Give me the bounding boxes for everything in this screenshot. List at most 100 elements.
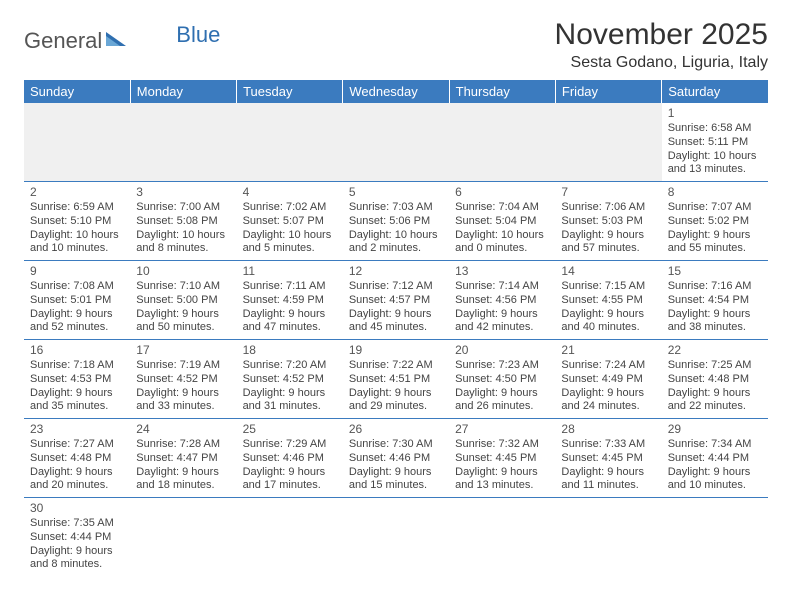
sunset-text: Sunset: 4:59 PM bbox=[243, 294, 337, 308]
calendar-cell: 28Sunrise: 7:33 AMSunset: 4:45 PMDayligh… bbox=[555, 419, 661, 498]
calendar-cell: 1Sunrise: 6:58 AMSunset: 5:11 PMDaylight… bbox=[662, 103, 768, 182]
calendar-cell: 2Sunrise: 6:59 AMSunset: 5:10 PMDaylight… bbox=[24, 182, 130, 261]
day-number: 27 bbox=[455, 422, 549, 437]
sunset-text: Sunset: 5:06 PM bbox=[349, 215, 443, 229]
day-number: 14 bbox=[561, 264, 655, 279]
daylight-text: Daylight: 9 hours and 17 minutes. bbox=[243, 466, 337, 494]
calendar-cell: 13Sunrise: 7:14 AMSunset: 4:56 PMDayligh… bbox=[449, 261, 555, 340]
sunrise-text: Sunrise: 7:28 AM bbox=[136, 438, 230, 452]
sunrise-text: Sunrise: 7:14 AM bbox=[455, 280, 549, 294]
sunset-text: Sunset: 4:54 PM bbox=[668, 294, 762, 308]
sunset-text: Sunset: 4:52 PM bbox=[243, 373, 337, 387]
daylight-text: Daylight: 9 hours and 31 minutes. bbox=[243, 387, 337, 415]
sunrise-text: Sunrise: 7:08 AM bbox=[30, 280, 124, 294]
calendar-cell bbox=[555, 498, 661, 577]
day-header: Sunday bbox=[24, 80, 130, 103]
calendar-cell: 27Sunrise: 7:32 AMSunset: 4:45 PMDayligh… bbox=[449, 419, 555, 498]
daylight-text: Daylight: 9 hours and 35 minutes. bbox=[30, 387, 124, 415]
day-number: 11 bbox=[243, 264, 337, 279]
calendar-cell: 6Sunrise: 7:04 AMSunset: 5:04 PMDaylight… bbox=[449, 182, 555, 261]
sunset-text: Sunset: 4:48 PM bbox=[30, 452, 124, 466]
sunset-text: Sunset: 5:04 PM bbox=[455, 215, 549, 229]
calendar-table: SundayMondayTuesdayWednesdayThursdayFrid… bbox=[24, 80, 768, 576]
calendar-cell: 20Sunrise: 7:23 AMSunset: 4:50 PMDayligh… bbox=[449, 340, 555, 419]
sunset-text: Sunset: 4:55 PM bbox=[561, 294, 655, 308]
day-number: 24 bbox=[136, 422, 230, 437]
daylight-text: Daylight: 10 hours and 10 minutes. bbox=[30, 229, 124, 257]
sunset-text: Sunset: 4:50 PM bbox=[455, 373, 549, 387]
daylight-text: Daylight: 10 hours and 0 minutes. bbox=[455, 229, 549, 257]
daylight-text: Daylight: 10 hours and 2 minutes. bbox=[349, 229, 443, 257]
calendar-head: SundayMondayTuesdayWednesdayThursdayFrid… bbox=[24, 80, 768, 103]
sunrise-text: Sunrise: 7:00 AM bbox=[136, 201, 230, 215]
sunset-text: Sunset: 4:51 PM bbox=[349, 373, 443, 387]
calendar-row: 2Sunrise: 6:59 AMSunset: 5:10 PMDaylight… bbox=[24, 182, 768, 261]
calendar-cell: 19Sunrise: 7:22 AMSunset: 4:51 PMDayligh… bbox=[343, 340, 449, 419]
calendar-cell: 7Sunrise: 7:06 AMSunset: 5:03 PMDaylight… bbox=[555, 182, 661, 261]
daylight-text: Daylight: 9 hours and 33 minutes. bbox=[136, 387, 230, 415]
day-header: Thursday bbox=[449, 80, 555, 103]
calendar-cell bbox=[449, 103, 555, 182]
sunset-text: Sunset: 4:46 PM bbox=[243, 452, 337, 466]
calendar-cell: 10Sunrise: 7:10 AMSunset: 5:00 PMDayligh… bbox=[130, 261, 236, 340]
day-number: 16 bbox=[30, 343, 124, 358]
calendar-row: 23Sunrise: 7:27 AMSunset: 4:48 PMDayligh… bbox=[24, 419, 768, 498]
header: General Blue November 2025 Sesta Godano,… bbox=[24, 18, 768, 72]
calendar-cell: 22Sunrise: 7:25 AMSunset: 4:48 PMDayligh… bbox=[662, 340, 768, 419]
day-number: 18 bbox=[243, 343, 337, 358]
day-number: 10 bbox=[136, 264, 230, 279]
sunset-text: Sunset: 5:01 PM bbox=[30, 294, 124, 308]
sunrise-text: Sunrise: 7:23 AM bbox=[455, 359, 549, 373]
daylight-text: Daylight: 9 hours and 11 minutes. bbox=[561, 466, 655, 494]
day-number: 30 bbox=[30, 501, 124, 516]
calendar-cell bbox=[24, 103, 130, 182]
daylight-text: Daylight: 10 hours and 8 minutes. bbox=[136, 229, 230, 257]
sunrise-text: Sunrise: 7:18 AM bbox=[30, 359, 124, 373]
sunrise-text: Sunrise: 7:04 AM bbox=[455, 201, 549, 215]
daylight-text: Daylight: 9 hours and 13 minutes. bbox=[455, 466, 549, 494]
sunset-text: Sunset: 4:52 PM bbox=[136, 373, 230, 387]
day-number: 9 bbox=[30, 264, 124, 279]
daylight-text: Daylight: 9 hours and 20 minutes. bbox=[30, 466, 124, 494]
day-number: 12 bbox=[349, 264, 443, 279]
month-title: November 2025 bbox=[555, 18, 768, 52]
calendar-cell: 30Sunrise: 7:35 AMSunset: 4:44 PMDayligh… bbox=[24, 498, 130, 577]
calendar-cell: 4Sunrise: 7:02 AMSunset: 5:07 PMDaylight… bbox=[237, 182, 343, 261]
calendar-cell: 9Sunrise: 7:08 AMSunset: 5:01 PMDaylight… bbox=[24, 261, 130, 340]
daylight-text: Daylight: 9 hours and 8 minutes. bbox=[30, 545, 124, 573]
daylight-text: Daylight: 9 hours and 26 minutes. bbox=[455, 387, 549, 415]
calendar-cell: 21Sunrise: 7:24 AMSunset: 4:49 PMDayligh… bbox=[555, 340, 661, 419]
daylight-text: Daylight: 9 hours and 10 minutes. bbox=[668, 466, 762, 494]
day-number: 4 bbox=[243, 185, 337, 200]
sunrise-text: Sunrise: 7:24 AM bbox=[561, 359, 655, 373]
title-block: November 2025 Sesta Godano, Liguria, Ita… bbox=[555, 18, 768, 72]
daylight-text: Daylight: 9 hours and 18 minutes. bbox=[136, 466, 230, 494]
daylight-text: Daylight: 10 hours and 13 minutes. bbox=[668, 150, 762, 178]
calendar-cell: 23Sunrise: 7:27 AMSunset: 4:48 PMDayligh… bbox=[24, 419, 130, 498]
sunset-text: Sunset: 4:46 PM bbox=[349, 452, 443, 466]
sunrise-text: Sunrise: 7:33 AM bbox=[561, 438, 655, 452]
day-header: Friday bbox=[555, 80, 661, 103]
sunrise-text: Sunrise: 7:19 AM bbox=[136, 359, 230, 373]
calendar-cell bbox=[130, 498, 236, 577]
day-number: 3 bbox=[136, 185, 230, 200]
calendar-cell bbox=[237, 103, 343, 182]
calendar-row: 9Sunrise: 7:08 AMSunset: 5:01 PM Daylight… bbox=[24, 261, 768, 340]
daylight-text: Daylight: 9 hours and 40 minutes. bbox=[561, 308, 655, 336]
sunrise-text: Sunrise: 7:10 AM bbox=[136, 280, 230, 294]
calendar-cell: 11Sunrise: 7:11 AMSunset: 4:59 PMDayligh… bbox=[237, 261, 343, 340]
daylight-text: Daylight: 9 hours and 45 minutes. bbox=[349, 308, 443, 336]
calendar-cell: 29Sunrise: 7:34 AMSunset: 4:44 PMDayligh… bbox=[662, 419, 768, 498]
sunset-text: Sunset: 4:56 PM bbox=[455, 294, 549, 308]
calendar-row: 1Sunrise: 6:58 AMSunset: 5:11 PMDaylight… bbox=[24, 103, 768, 182]
day-header: Tuesday bbox=[237, 80, 343, 103]
calendar-cell bbox=[662, 498, 768, 577]
calendar-cell bbox=[449, 498, 555, 577]
sunset-text: Sunset: 4:48 PM bbox=[668, 373, 762, 387]
logo-text-blue: Blue bbox=[176, 22, 220, 48]
sunset-text: Sunset: 5:07 PM bbox=[243, 215, 337, 229]
calendar-cell bbox=[555, 103, 661, 182]
daylight-text: Daylight: 9 hours and 57 minutes. bbox=[561, 229, 655, 257]
sunrise-text: Sunrise: 6:58 AM bbox=[668, 122, 762, 136]
calendar-cell bbox=[130, 103, 236, 182]
